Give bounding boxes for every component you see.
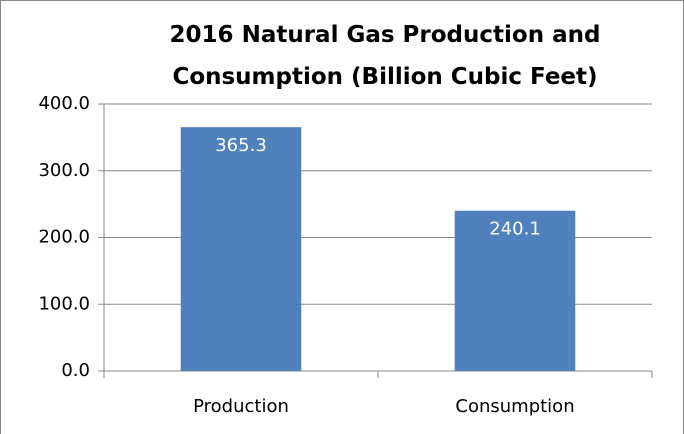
- y-tick-label: 300.0: [38, 160, 90, 181]
- bar: [180, 127, 302, 371]
- y-tick-label: 400.0: [38, 93, 90, 114]
- x-tick-label: Production: [193, 396, 289, 417]
- x-tick-label: Consumption: [455, 396, 574, 417]
- chart-title: 2016 Natural Gas Production and Consumpt…: [169, 22, 601, 90]
- y-tick-label: 0.0: [61, 360, 90, 381]
- data-label: 365.3: [215, 135, 267, 156]
- y-tick-label: 100.0: [38, 293, 90, 314]
- data-label: 240.1: [489, 219, 541, 240]
- y-tick-label: 200.0: [38, 227, 90, 248]
- bar: [454, 210, 576, 371]
